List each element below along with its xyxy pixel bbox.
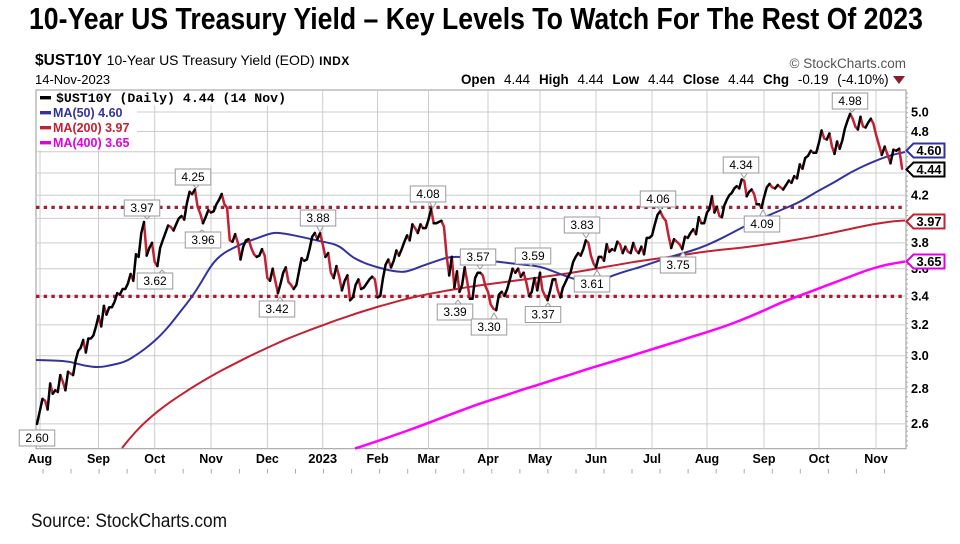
svg-text:3.83: 3.83 xyxy=(570,218,594,232)
svg-text:3.0: 3.0 xyxy=(911,348,929,363)
svg-text:3.2: 3.2 xyxy=(911,317,929,332)
svg-text:Aug: Aug xyxy=(695,452,719,466)
svg-text:4.08: 4.08 xyxy=(416,187,440,201)
svg-text:2.6: 2.6 xyxy=(911,416,929,431)
svg-text:4.34: 4.34 xyxy=(729,158,753,172)
svg-text:Jun: Jun xyxy=(585,452,607,466)
svg-text:4.09: 4.09 xyxy=(750,217,774,231)
svg-text:MA(400) 3.65: MA(400) 3.65 xyxy=(53,136,129,150)
svg-text:5.0: 5.0 xyxy=(911,104,929,119)
svg-text:MA(200) 3.97: MA(200) 3.97 xyxy=(53,121,129,135)
svg-text:Dec: Dec xyxy=(256,452,279,466)
svg-text:MA(50) 4.60: MA(50) 4.60 xyxy=(53,106,123,120)
svg-text:3.42: 3.42 xyxy=(265,302,289,316)
svg-text:3.8: 3.8 xyxy=(911,235,929,250)
svg-text:$UST10Y (Daily) 4.44 (14 Nov): $UST10Y (Daily) 4.44 (14 Nov) xyxy=(56,91,286,106)
svg-text:Feb: Feb xyxy=(366,452,389,466)
svg-text:Nov: Nov xyxy=(199,452,223,466)
svg-text:Sep: Sep xyxy=(87,452,110,466)
svg-text:3.39: 3.39 xyxy=(443,305,467,319)
svg-text:2.60: 2.60 xyxy=(25,431,49,445)
svg-text:3.88: 3.88 xyxy=(306,211,330,225)
svg-text:4.06: 4.06 xyxy=(646,192,670,206)
svg-text:Apr: Apr xyxy=(477,452,499,466)
svg-text:Aug: Aug xyxy=(28,452,52,466)
svg-text:Oct: Oct xyxy=(809,452,831,466)
svg-text:3.62: 3.62 xyxy=(143,274,167,288)
svg-text:4.44: 4.44 xyxy=(917,162,943,177)
svg-text:3.97: 3.97 xyxy=(917,214,942,229)
svg-text:3.4: 3.4 xyxy=(911,288,930,303)
svg-text:Sep: Sep xyxy=(753,452,776,466)
svg-text:3.75: 3.75 xyxy=(666,258,690,272)
svg-text:May: May xyxy=(528,452,552,466)
svg-text:3.59: 3.59 xyxy=(521,249,545,263)
svg-text:4.8: 4.8 xyxy=(911,124,929,139)
svg-text:Mar: Mar xyxy=(417,452,439,466)
svg-text:3.57: 3.57 xyxy=(466,250,490,264)
svg-text:2023: 2023 xyxy=(308,451,337,466)
svg-text:4.25: 4.25 xyxy=(181,170,205,184)
svg-text:3.37: 3.37 xyxy=(531,308,555,322)
svg-text:4.60: 4.60 xyxy=(917,143,942,158)
svg-text:3.97: 3.97 xyxy=(130,201,154,215)
svg-text:Oct: Oct xyxy=(144,452,166,466)
svg-text:Nov: Nov xyxy=(864,452,888,466)
svg-text:3.61: 3.61 xyxy=(580,277,604,291)
svg-text:Jul: Jul xyxy=(643,452,661,466)
svg-text:4.2: 4.2 xyxy=(911,188,929,203)
svg-text:3.30: 3.30 xyxy=(477,320,501,334)
svg-text:2.8: 2.8 xyxy=(911,381,929,396)
svg-text:3.65: 3.65 xyxy=(917,254,942,269)
svg-text:3.96: 3.96 xyxy=(191,233,215,247)
svg-text:4.98: 4.98 xyxy=(838,94,862,108)
